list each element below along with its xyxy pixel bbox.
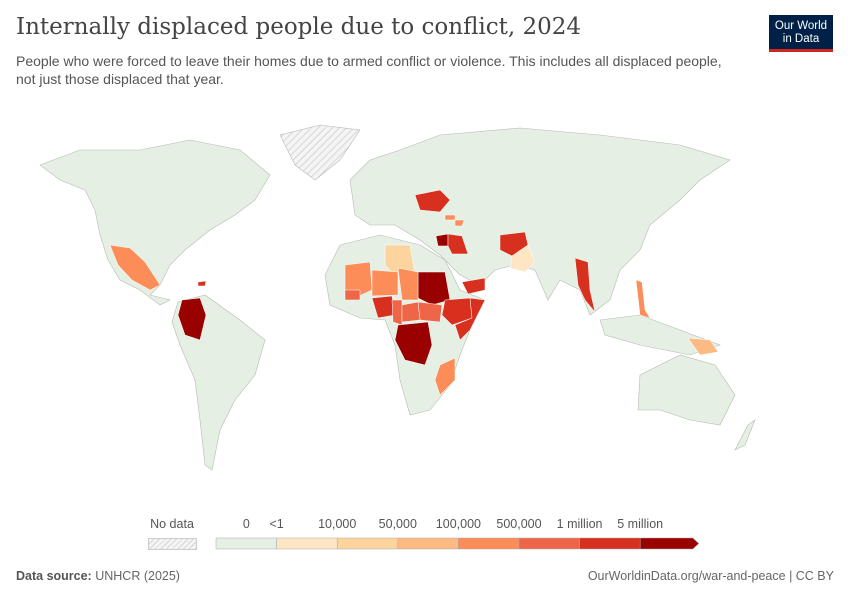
owid-logo[interactable]: Our World in Data — [769, 15, 833, 52]
country-ethiopia[interactable] — [441, 297, 473, 326]
country-south-sudan[interactable] — [417, 301, 443, 323]
subtitle: People who were forced to leave their ho… — [16, 53, 722, 87]
country-philippines[interactable] — [635, 279, 651, 319]
legend-bin-1 — [276, 537, 338, 550]
legend-no-data-label: No data — [150, 517, 194, 531]
country-colombia[interactable] — [177, 297, 207, 341]
new-zealand[interactable] — [734, 419, 756, 451]
page-title: Internally displaced people due to confl… — [16, 14, 582, 40]
country-azerbaijan[interactable] — [454, 219, 465, 227]
legend-tick-label: 100,000 — [435, 517, 481, 531]
greenland[interactable] — [279, 124, 361, 181]
data-source: Data source: UNHCR (2025) — [16, 569, 180, 583]
country-chad[interactable] — [397, 267, 419, 301]
country-pakistan[interactable] — [509, 244, 536, 273]
country-niger[interactable] — [371, 269, 399, 297]
country-mozambique[interactable] — [434, 357, 456, 396]
country-burkina-faso[interactable] — [344, 289, 361, 301]
south-america[interactable] — [171, 294, 266, 471]
legend-tick-label: 50,000 — [378, 517, 417, 531]
legend-bin-6 — [579, 537, 641, 550]
legend-bin-3 — [397, 537, 459, 550]
legend-no-data-swatch — [148, 538, 197, 550]
legend-bin-5 — [518, 537, 580, 550]
country-somalia[interactable] — [454, 297, 486, 341]
legend-tick-label: 1 million — [556, 517, 603, 531]
eurasia[interactable] — [349, 127, 731, 316]
legend-tick-label: 0 — [242, 517, 250, 531]
country-mexico[interactable] — [109, 244, 161, 291]
country-cameroon[interactable] — [391, 299, 403, 326]
world-map[interactable] — [0, 110, 850, 510]
legend-tick-label: 500,000 — [496, 517, 542, 531]
legend-bin-2 — [336, 537, 399, 550]
country-syria[interactable] — [435, 233, 449, 247]
legend-tick-label: <1 — [269, 517, 284, 531]
country-central-african-republic[interactable] — [401, 301, 421, 323]
country-haiti[interactable] — [197, 280, 207, 287]
legend-color-bar — [215, 537, 700, 550]
country-mali[interactable] — [344, 261, 373, 299]
country-layer — [109, 189, 719, 396]
legend-tick-label: 10,000 — [318, 517, 357, 531]
legend: No data 0 <1 10,000 50,000 100,000 500,000 1 m… — [0, 515, 850, 555]
legend-tick-label: 5 million — [617, 517, 664, 531]
legend-bin-4 — [458, 537, 520, 550]
australia[interactable] — [637, 354, 736, 426]
country-georgia[interactable] — [444, 214, 456, 221]
country-iraq[interactable] — [447, 233, 469, 255]
country-dr-congo[interactable] — [394, 321, 433, 366]
legend-bin-0 — [215, 537, 277, 550]
country-myanmar[interactable] — [574, 257, 596, 313]
legend-bin-7 — [639, 537, 700, 550]
country-yemen[interactable] — [461, 277, 486, 295]
country-papua-new-guinea[interactable] — [687, 337, 719, 356]
country-ukraine[interactable] — [414, 189, 451, 213]
footer-link[interactable]: OurWorldinData.org/war-and-peace | CC BY — [587, 569, 834, 583]
